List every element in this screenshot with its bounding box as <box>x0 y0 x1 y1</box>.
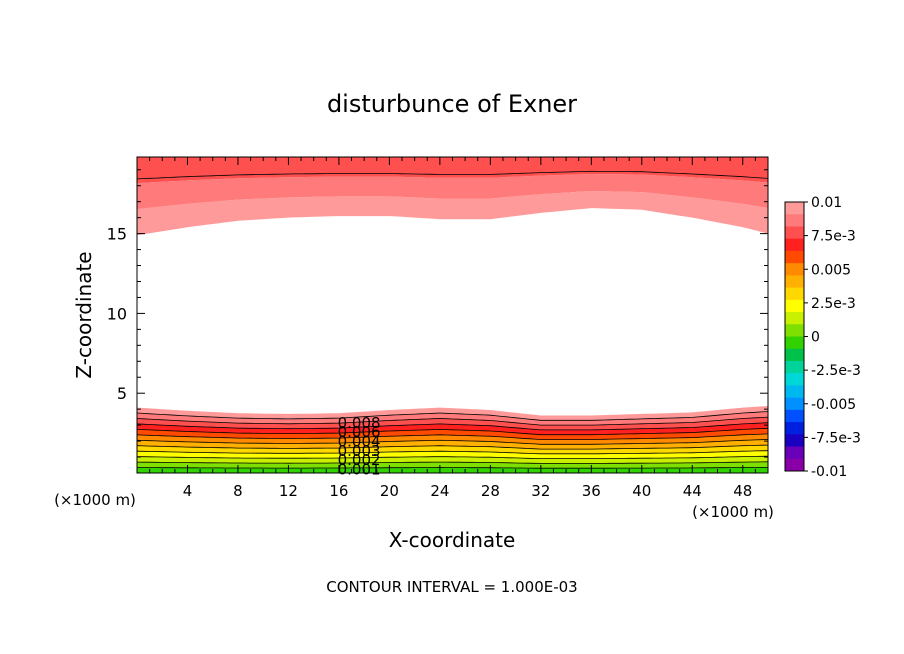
colorbar-label: -0.005 <box>811 397 856 413</box>
x-tick-label: 20 <box>380 482 399 500</box>
contour-label: 0.003 <box>338 442 381 460</box>
contour-line <box>137 416 768 426</box>
y-tick-label: 10 <box>107 304 127 323</box>
contour-lines <box>137 170 768 469</box>
x-axis: 4 8 12 16 20 24 28 32 36 40 44 48 <box>149 157 756 500</box>
colorbar-swatch <box>785 202 804 215</box>
contour-line <box>137 455 768 459</box>
contour-label: 0.001 <box>338 460 381 478</box>
colorbar-swatch <box>785 299 804 313</box>
colorbar-label: 0 <box>811 330 820 346</box>
surface-band <box>137 445 768 454</box>
y-axis-label: Z-coordinate <box>72 251 96 378</box>
surface-band <box>137 433 768 445</box>
contour-line <box>137 450 768 455</box>
colorbar-label: -7.5e-3 <box>811 430 861 446</box>
x-tick-label: 48 <box>733 482 752 500</box>
colorbar-swatch <box>785 458 804 472</box>
colorbar-swatch <box>785 385 804 399</box>
surface-band <box>137 422 768 435</box>
contour-line <box>137 422 768 431</box>
chart-title: disturbunce of Exner <box>327 90 577 118</box>
colorbar-swatch <box>785 263 804 276</box>
contour-label: 0.006 <box>338 423 381 441</box>
contour-line <box>137 170 768 180</box>
x-tick-label: 32 <box>531 482 550 500</box>
colorbar-swatch <box>785 409 804 423</box>
colorbar-swatch <box>785 226 804 240</box>
contour-label: 0.004 <box>338 432 381 450</box>
colorbar-label: 7.5e-3 <box>811 229 856 245</box>
x-axis-label: X-coordinate <box>389 528 516 552</box>
x-tick-label: 16 <box>329 482 348 500</box>
contour-line <box>137 433 768 440</box>
x-unit-right: (×1000 m) <box>692 503 774 521</box>
x-tick-label: 4 <box>183 482 193 500</box>
x-tick-label: 40 <box>632 482 651 500</box>
upper-band <box>137 174 768 210</box>
y-tick-label: 15 <box>107 225 127 244</box>
colorbar-swatch <box>785 422 804 435</box>
colorbar-label: 0.005 <box>811 262 851 278</box>
contour-line <box>137 444 768 450</box>
y-axis: 5 10 15 <box>107 169 768 458</box>
surface-band <box>137 456 768 464</box>
upper-band <box>137 157 768 184</box>
surface-band <box>137 406 768 421</box>
surface-band <box>137 417 768 430</box>
surface-band <box>137 450 768 459</box>
contour-interval-footer: CONTOUR INTERVAL = 1.000E-03 <box>326 578 577 596</box>
colorbar-label: -0.01 <box>811 464 847 480</box>
colorbar-swatch <box>785 446 804 460</box>
colorbar-swatch <box>785 287 804 301</box>
colorbar-swatch <box>785 324 804 337</box>
contour-label: 0.008 <box>338 414 381 432</box>
plot-area <box>137 157 768 473</box>
contour-line <box>137 427 768 436</box>
colorbar-swatch <box>785 360 804 374</box>
colorbar-swatch <box>785 214 804 227</box>
contour-line <box>137 439 768 445</box>
surface-band <box>137 428 768 440</box>
x-unit-left: (×1000 m) <box>54 491 136 509</box>
x-tick-label: 36 <box>582 482 601 500</box>
colorbar-swatch <box>785 373 804 386</box>
colorbar-swatch <box>785 434 804 447</box>
surface-band <box>137 439 768 450</box>
colorbar-swatch <box>785 348 804 362</box>
contour-label: 0.002 <box>338 451 381 469</box>
contour-line <box>137 411 768 421</box>
upper-band <box>137 191 768 236</box>
colorbar-swatch <box>785 250 804 264</box>
x-tick-label: 28 <box>481 482 500 500</box>
colorbar-swatch <box>785 397 804 411</box>
colorbar-swatch <box>785 238 804 252</box>
colorbar: 0.01 7.5e-3 0.005 2.5e-3 0 -2.5e-3 -0.005 -7.5e… <box>784 195 861 480</box>
x-tick-label: 12 <box>279 482 298 500</box>
contour-line <box>137 461 768 464</box>
colorbar-label: 0.01 <box>811 195 842 211</box>
colorbar-swatch <box>785 312 804 325</box>
colorbar-label: -2.5e-3 <box>811 363 861 379</box>
x-tick-label: 8 <box>233 482 243 500</box>
colorbar-label: 2.5e-3 <box>811 296 856 312</box>
colorbar-swatch <box>785 275 804 288</box>
x-tick-label: 24 <box>430 482 449 500</box>
colorbar-swatch <box>785 336 804 350</box>
x-tick-label: 44 <box>683 482 702 500</box>
contour-line <box>137 467 768 469</box>
y-tick-label: 5 <box>117 384 127 403</box>
surface-band <box>137 411 768 426</box>
